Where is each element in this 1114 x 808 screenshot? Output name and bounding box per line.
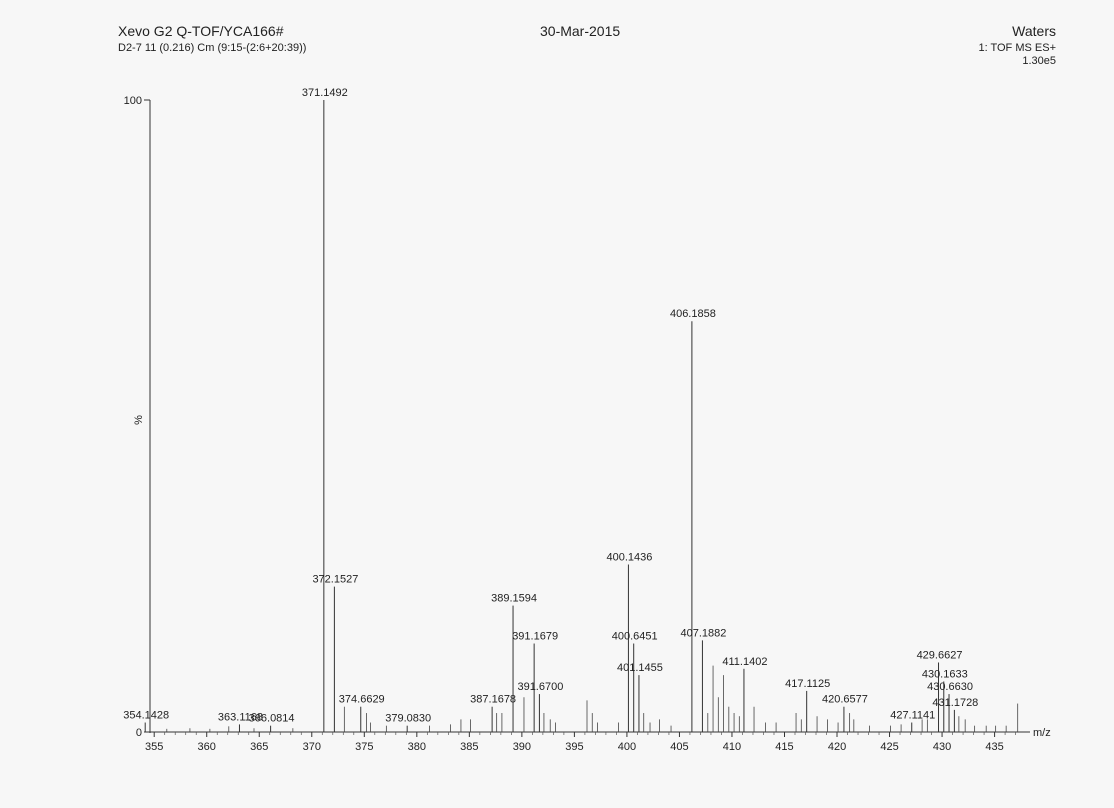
peak-label: 429.6627 bbox=[917, 649, 963, 661]
x-tick-label: 430 bbox=[933, 741, 951, 753]
peak-label: 430.1633 bbox=[922, 668, 968, 680]
peak-label: 363.1168 bbox=[218, 711, 263, 723]
peak-label: 389.1594 bbox=[491, 593, 537, 605]
x-tick-label: 420 bbox=[828, 741, 846, 753]
peak-label: 391.1679 bbox=[512, 631, 558, 643]
peak-label: 406.1858 bbox=[670, 308, 716, 320]
x-tick-label: 405 bbox=[670, 741, 688, 753]
peak-label: 400.1436 bbox=[606, 552, 652, 564]
instrument-label: Xevo G2 Q-TOF/YCA166# bbox=[118, 23, 284, 39]
peak-label: 372.1527 bbox=[312, 574, 358, 586]
peak-label: 400.6451 bbox=[612, 631, 658, 643]
x-tick-label: 365 bbox=[250, 741, 268, 753]
peak-label: 374.6629 bbox=[339, 694, 385, 706]
x-tick-label: 375 bbox=[355, 741, 373, 753]
x-tick-label: 425 bbox=[880, 741, 898, 753]
y-tick-label: 100 bbox=[124, 95, 142, 107]
intensity-scale-label: 1.30e5 bbox=[1022, 55, 1056, 67]
minor-peaks bbox=[166, 665, 1019, 732]
peak-label: 391.6700 bbox=[517, 681, 563, 693]
peak-label: 379.0830 bbox=[385, 713, 431, 725]
x-tick-label: 410 bbox=[723, 741, 741, 753]
peak-label: 431.1728 bbox=[932, 697, 978, 709]
x-tick-label: 385 bbox=[460, 741, 478, 753]
chart-axes: 0 100% m/z bbox=[124, 95, 1051, 739]
x-tick-label: 395 bbox=[565, 741, 583, 753]
peak-label: 387.1678 bbox=[470, 694, 516, 706]
peak-label: 371.1492 bbox=[302, 87, 348, 99]
peak-label: 411.1402 bbox=[722, 656, 767, 668]
x-tick-label: 390 bbox=[513, 741, 531, 753]
x-axis-ticks: 355 360 365 370 375 380 385 390 395 400 405 410 415 4… bbox=[145, 732, 1016, 753]
peak-label: 354.1428 bbox=[123, 710, 169, 722]
x-tick-label: 360 bbox=[198, 741, 216, 753]
x-axis-label: m/z bbox=[1033, 727, 1051, 739]
x-tick-label: 380 bbox=[408, 741, 426, 753]
peak-label: 420.6577 bbox=[822, 694, 868, 706]
peak-label: 366.0814 bbox=[249, 713, 295, 725]
sample-label: D2-7 11 (0.216) Cm (9:15-(2:6+20:39)) bbox=[118, 42, 307, 54]
x-tick-label: 400 bbox=[618, 741, 636, 753]
peak-label: 430.6630 bbox=[927, 681, 973, 693]
y-tick-label: 0 bbox=[136, 727, 142, 739]
peak-label: 407.1882 bbox=[680, 627, 726, 639]
x-tick-label: 355 bbox=[145, 741, 163, 753]
peak-label: 427.1141 bbox=[890, 710, 935, 722]
x-tick-label: 435 bbox=[985, 741, 1003, 753]
peak-label: 401.1455 bbox=[617, 662, 663, 674]
function-label: 1: TOF MS ES+ bbox=[978, 42, 1056, 54]
y-axis-label: % bbox=[133, 415, 145, 425]
x-tick-label: 415 bbox=[775, 741, 793, 753]
peak-label: 417.1125 bbox=[785, 678, 830, 690]
acquisition-date: 30-Mar-2015 bbox=[540, 23, 621, 39]
x-tick-label: 370 bbox=[303, 741, 321, 753]
brand-label: Waters bbox=[1012, 23, 1056, 39]
